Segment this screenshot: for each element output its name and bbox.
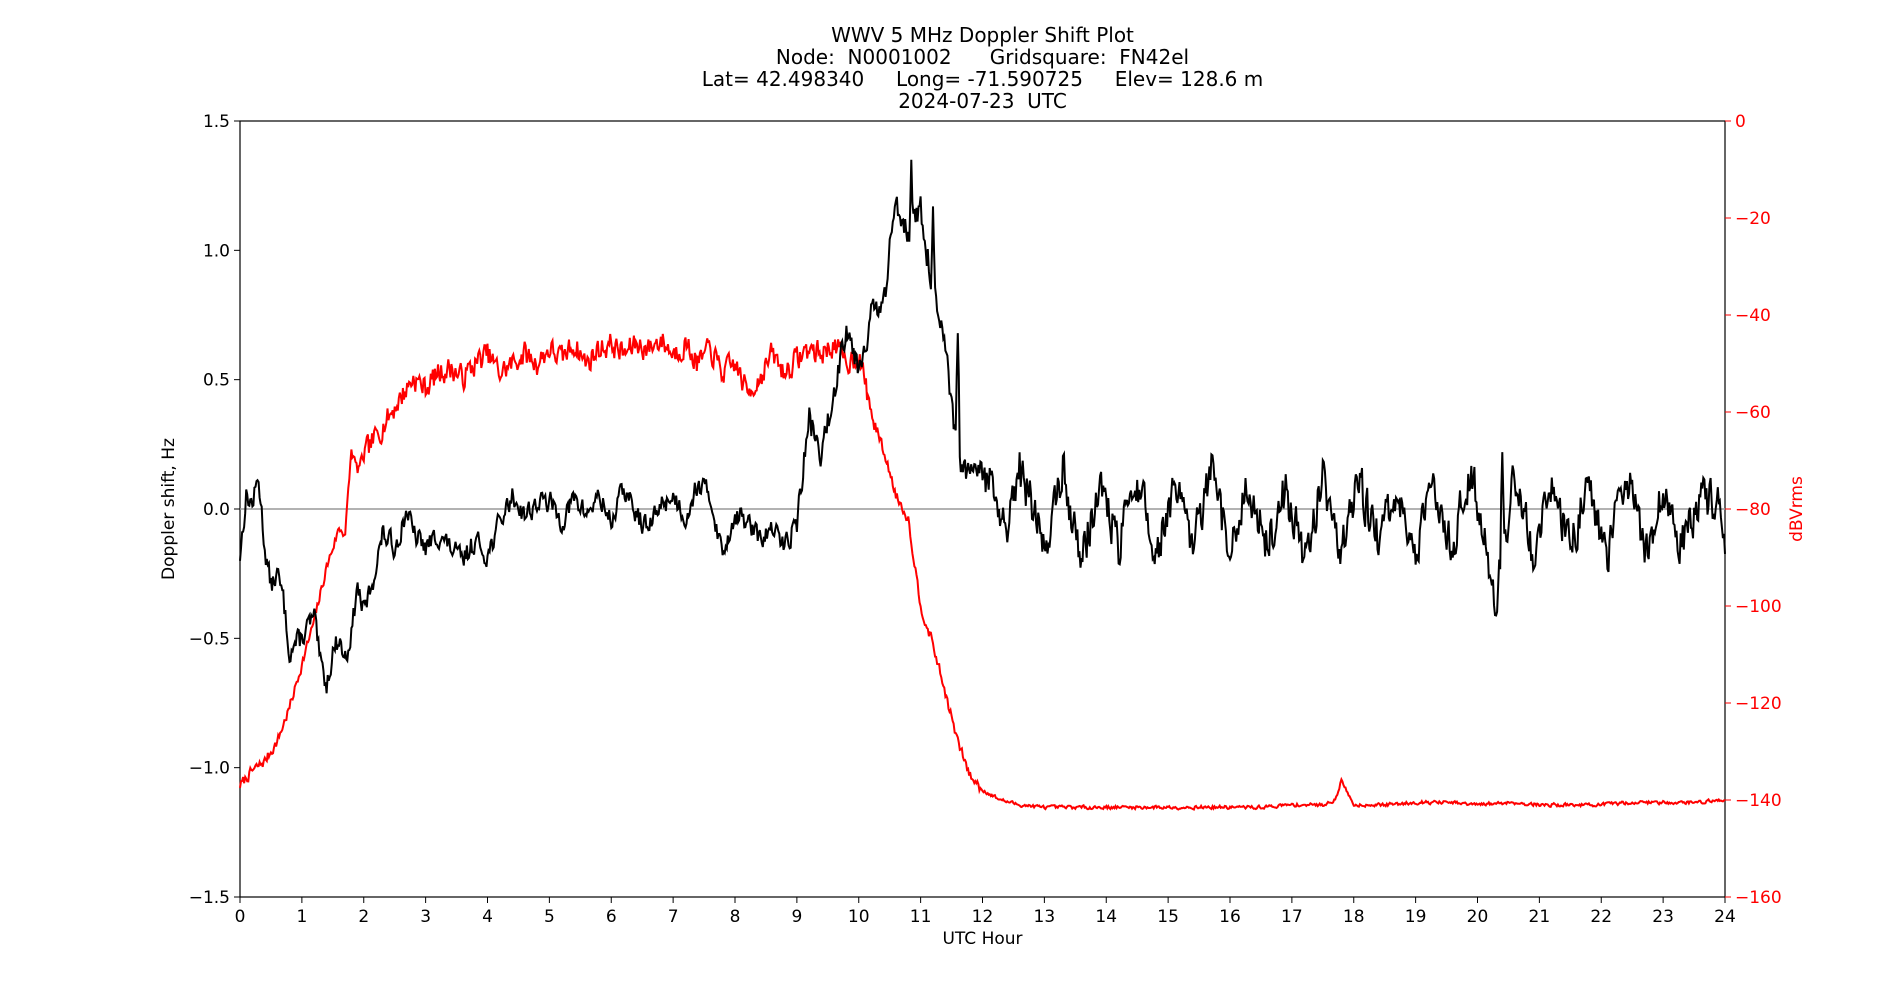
y2-tick-label: −120 — [1735, 694, 1782, 714]
y2-tick-label: −140 — [1735, 791, 1782, 811]
y-axis-ticks: −1.5 −1.0 −0.5 0.0 0.5 1.0 1.5 — [189, 112, 240, 908]
x-tick-label: 24 — [1714, 907, 1736, 927]
x-tick-label: 7 — [668, 907, 679, 927]
x-tick-label: 18 — [1343, 907, 1365, 927]
x-tick-label: 12 — [972, 907, 994, 927]
y2-tick-label: −80 — [1735, 500, 1771, 520]
y2-axis-ticks: 0 −20 −40 −60 −80 −100 −120 −140 −160 — [1725, 112, 1782, 908]
y-tick-label: −0.5 — [189, 629, 230, 649]
x-tick-label: 22 — [1590, 907, 1612, 927]
y-tick-label: 1.5 — [203, 112, 230, 132]
series-doppler-line — [239, 159, 1726, 694]
x-axis-label: UTC Hour — [942, 929, 1022, 949]
x-axis-ticks: 0 1 2 3 4 5 6 7 8 9 10 11 12 13 14 15 16 17 18 19 20 21 22 23 24 — [235, 897, 1736, 927]
x-tick-label: 3 — [420, 907, 431, 927]
y2-axis-label: dBVrms — [1787, 476, 1807, 542]
x-tick-label: 14 — [1095, 907, 1117, 927]
x-tick-label: 13 — [1034, 907, 1056, 927]
y-tick-label: 1.0 — [203, 241, 230, 261]
y2-tick-label: −20 — [1735, 209, 1771, 229]
title-line-1: WWV 5 MHz Doppler Shift Plot — [831, 23, 1134, 47]
y-tick-label: 0.5 — [203, 371, 230, 391]
x-tick-label: 1 — [296, 907, 307, 927]
x-tick-label: 15 — [1157, 907, 1179, 927]
series-power-line — [239, 333, 1725, 811]
y-tick-label: −1.0 — [189, 759, 230, 779]
title-line-2: Node: N0001002 Gridsquare: FN42el — [776, 45, 1189, 69]
x-tick-label: 10 — [848, 907, 870, 927]
y2-tick-label: −100 — [1735, 597, 1782, 617]
x-tick-label: 2 — [358, 907, 369, 927]
x-tick-label: 11 — [910, 907, 932, 927]
title-line-3: Lat= 42.498340 Long= -71.590725 Elev= 12… — [702, 67, 1264, 91]
y2-tick-label: 0 — [1735, 112, 1746, 132]
x-tick-label: 5 — [544, 907, 555, 927]
x-tick-label: 9 — [791, 907, 802, 927]
y2-tick-label: −160 — [1735, 888, 1782, 908]
x-tick-label: 17 — [1281, 907, 1303, 927]
x-tick-label: 6 — [606, 907, 617, 927]
x-tick-label: 21 — [1529, 907, 1551, 927]
y-tick-label: −1.5 — [189, 888, 230, 908]
x-tick-label: 19 — [1405, 907, 1427, 927]
x-tick-label: 8 — [730, 907, 741, 927]
y2-tick-label: −40 — [1735, 306, 1771, 326]
y-axis-label: Doppler shift, Hz — [159, 438, 179, 580]
x-tick-label: 0 — [235, 907, 246, 927]
x-tick-label: 23 — [1652, 907, 1674, 927]
title-line-4: 2024-07-23 UTC — [898, 89, 1067, 113]
y-tick-label: 0.0 — [203, 500, 230, 520]
x-tick-label: 4 — [482, 907, 493, 927]
y2-tick-label: −60 — [1735, 403, 1771, 423]
x-tick-label: 20 — [1467, 907, 1489, 927]
x-tick-label: 16 — [1219, 907, 1241, 927]
